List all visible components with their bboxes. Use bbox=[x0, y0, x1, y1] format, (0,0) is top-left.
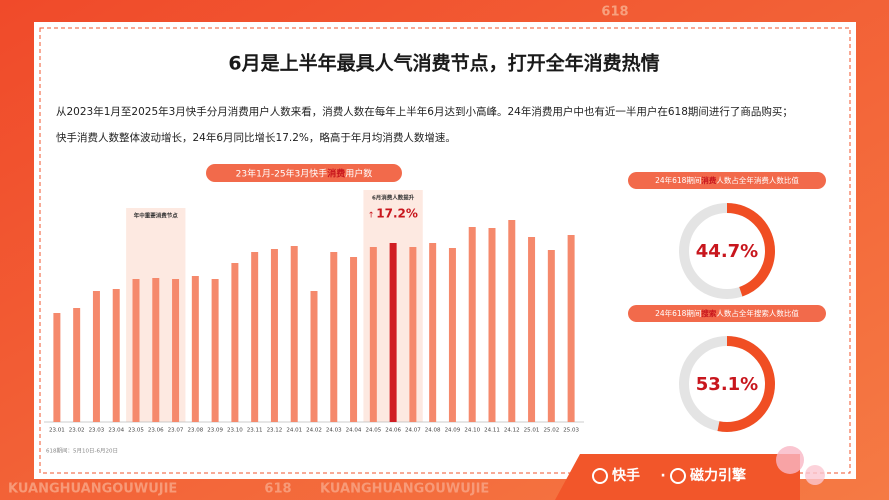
chart-title: 24年618期间消费人数占全年消费人数比值 bbox=[655, 175, 799, 185]
x-tick-label: 24.08 bbox=[425, 428, 441, 434]
title-part: 24年618期间 bbox=[655, 308, 701, 318]
title-part: 人数占全年消费人数比值 bbox=[716, 175, 799, 185]
title-part: 消费 bbox=[701, 175, 716, 185]
bar bbox=[152, 278, 160, 422]
title-part: 用户数 bbox=[345, 167, 372, 179]
x-tick-label: 24.05 bbox=[365, 428, 381, 434]
donut-value-label: 44.7% bbox=[696, 241, 758, 262]
logo-icon bbox=[670, 468, 686, 484]
footer-band bbox=[555, 454, 800, 500]
bar bbox=[73, 308, 81, 422]
bar bbox=[448, 248, 456, 422]
title-part: 人数占全年搜索人数比值 bbox=[716, 308, 799, 318]
x-tick-label: 23.07 bbox=[168, 428, 184, 434]
annotation-value: 17.2% bbox=[376, 207, 418, 221]
title: 6月是上半年最具人气消费节点，打开全年消费热情 bbox=[228, 52, 659, 75]
bar bbox=[53, 313, 61, 422]
x-tick-label: 24.04 bbox=[346, 428, 362, 434]
bar bbox=[429, 243, 437, 422]
x-tick-label: 23.11 bbox=[247, 428, 263, 434]
footnote: 618期间：5月10日-6月20日 bbox=[46, 447, 118, 455]
x-tick-label: 24.02 bbox=[306, 428, 322, 434]
annotation-text: 年中重要消费节点 bbox=[134, 212, 179, 220]
bar bbox=[468, 227, 476, 422]
title-part: 搜索 bbox=[701, 308, 716, 318]
x-tick-label: 24.12 bbox=[504, 428, 520, 434]
title-part: 消费 bbox=[327, 167, 345, 179]
bar bbox=[251, 252, 259, 422]
bar bbox=[132, 279, 140, 422]
x-tick-label: 24.01 bbox=[286, 428, 302, 434]
x-tick-label: 24.07 bbox=[405, 428, 421, 434]
watermark: 618 bbox=[601, 5, 628, 20]
bar bbox=[231, 263, 239, 422]
x-tick-label: 23.04 bbox=[108, 428, 124, 434]
logo: 快手 bbox=[612, 467, 640, 484]
x-tick-label: 23.12 bbox=[267, 428, 283, 434]
logo-separator: · bbox=[660, 468, 665, 484]
bar bbox=[389, 243, 397, 422]
x-tick-label: 23.09 bbox=[207, 428, 223, 434]
x-tick-label: 25.03 bbox=[563, 428, 579, 434]
bar bbox=[290, 246, 298, 422]
bar bbox=[191, 276, 199, 422]
watermark: KUANGHUANGOUWUJIE bbox=[8, 482, 177, 497]
annotation-text: 6月消费人数提升 bbox=[372, 194, 415, 202]
card-border bbox=[39, 27, 851, 474]
x-tick-label: 25.01 bbox=[524, 428, 540, 434]
bar bbox=[350, 257, 358, 422]
description: 从2023年1月至2025年3月快手分月消费用户人数来看，消费人数在每年上半年6… bbox=[56, 105, 793, 118]
x-tick-label: 23.06 bbox=[148, 428, 164, 434]
chart-title: 23年1月-25年3月快手消费用户数 bbox=[236, 167, 373, 179]
x-tick-label: 24.11 bbox=[484, 428, 500, 434]
title-part: 23年1月-25年3月快手 bbox=[236, 167, 328, 179]
bar bbox=[567, 235, 575, 422]
decoration bbox=[776, 446, 804, 474]
x-tick-label: 23.10 bbox=[227, 428, 243, 434]
chart-title: 24年618期间搜索人数占全年搜索人数比值 bbox=[655, 308, 799, 318]
x-tick-label: 23.08 bbox=[187, 428, 203, 434]
description: 快手消费人数整体波动增长，24年6月同比增长17.2%，略高于年月均消费人数增速… bbox=[56, 131, 456, 144]
bar bbox=[488, 228, 496, 422]
donut-title-pill bbox=[628, 305, 826, 322]
x-tick-label: 25.02 bbox=[543, 428, 559, 434]
bar bbox=[528, 237, 536, 422]
donut-value-label: 53.1% bbox=[696, 374, 758, 395]
x-tick-label: 24.10 bbox=[464, 428, 480, 434]
bar bbox=[547, 250, 555, 422]
logo-icon bbox=[592, 468, 608, 484]
chart-title-pill bbox=[206, 164, 402, 182]
decoration bbox=[805, 465, 825, 485]
title-part: 24年618期间 bbox=[655, 175, 701, 185]
bar bbox=[211, 279, 219, 422]
x-tick-label: 23.01 bbox=[49, 428, 65, 434]
x-tick-label: 24.03 bbox=[326, 428, 342, 434]
bar bbox=[270, 249, 278, 422]
watermark: 618 bbox=[264, 482, 291, 497]
bar bbox=[330, 252, 338, 422]
bar bbox=[508, 220, 516, 422]
x-tick-label: 24.09 bbox=[445, 428, 461, 434]
x-tick-label: 23.05 bbox=[128, 428, 144, 434]
bar bbox=[409, 247, 417, 422]
logo: 磁力引擎 bbox=[690, 467, 746, 484]
donut-title-pill bbox=[628, 172, 826, 189]
x-tick-label: 23.02 bbox=[69, 428, 85, 434]
donut-arc bbox=[679, 203, 775, 299]
watermark: KUANGHUANGOUWUJIE bbox=[320, 482, 489, 497]
bar bbox=[172, 279, 180, 422]
x-tick-label: 24.06 bbox=[385, 428, 401, 434]
bar bbox=[112, 289, 120, 422]
bar bbox=[369, 247, 377, 422]
annotation-arrow: ↑ bbox=[368, 211, 375, 220]
bar bbox=[310, 291, 318, 422]
donut-arc bbox=[679, 336, 775, 432]
x-tick-label: 23.03 bbox=[89, 428, 105, 434]
bar bbox=[92, 291, 100, 422]
